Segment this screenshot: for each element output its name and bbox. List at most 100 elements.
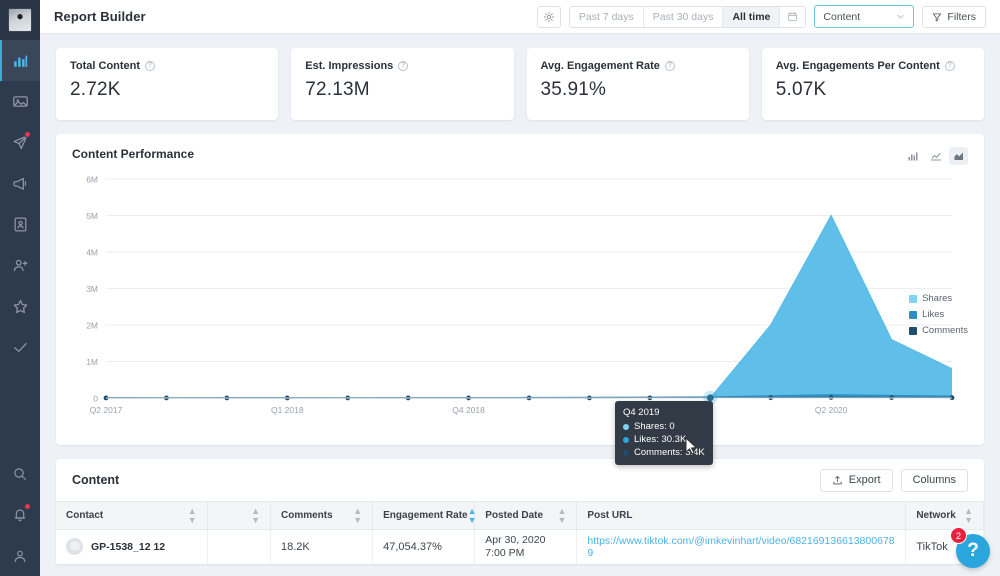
settings-button[interactable]: [536, 5, 561, 28]
kpi-card-total-content: Total Content ? 2.72K: [56, 48, 279, 120]
columns-button[interactable]: Columns: [900, 468, 968, 492]
table-col-comments[interactable]: Comments ▲ ▼: [270, 501, 374, 530]
person-icon: [14, 550, 26, 562]
sidebar-item-favorites[interactable]: [0, 286, 40, 327]
export-icon: [833, 475, 842, 484]
table-row[interactable]: GP-1538_12 12 18.2K 47,054.37% Apr 30, 2…: [56, 529, 984, 564]
svg-text:Q1 2018: Q1 2018: [271, 405, 304, 415]
sort-icon[interactable]: ▲ ▼: [557, 505, 567, 525]
sidebar-item-notifications[interactable]: [0, 494, 40, 535]
cell-comments: 18.2K: [270, 529, 374, 564]
bar-chart-type-button[interactable]: [903, 147, 922, 165]
tooltip-label: Comments: 5.4K: [634, 447, 705, 458]
svg-text:Q4 2018: Q4 2018: [452, 405, 485, 415]
filters-button-label: Filters: [947, 10, 976, 23]
content-performance-area-chart[interactable]: 0 1M 2M 3M 4M 5M 6M Q2 2017 Q1 2018 Q4 2018 Q2 202…: [72, 165, 982, 430]
table-header-bar: Content Export Columns: [56, 459, 984, 501]
help-tooltip-icon[interactable]: ?: [944, 61, 955, 71]
tooltip-dot-shares: [623, 423, 629, 430]
legend-swatch-comments: [909, 326, 918, 335]
sidebar-item-search[interactable]: [0, 453, 40, 494]
cell-contact: GP-1538_12 12: [56, 529, 208, 564]
kpi-label: Avg. Engagement Rate ?: [541, 60, 735, 72]
table-col-label: Engagement Rate: [383, 510, 468, 521]
date-range-custom-button[interactable]: [780, 7, 805, 27]
help-tooltip-icon[interactable]: ?: [664, 61, 675, 71]
date-range-past-7-days[interactable]: Past 7 days: [570, 6, 644, 27]
kpi-card-avg-engagements-per-content: Avg. Engagements Per Content ? 5.07K: [761, 48, 984, 120]
table-title: Content: [72, 473, 120, 487]
sidebar-bottom-nav: [0, 453, 40, 576]
sort-icon[interactable]: ▲ ▼: [964, 505, 973, 525]
chart-title: Content Performance: [72, 147, 195, 161]
help-tooltip-icon[interactable]: ?: [398, 61, 409, 71]
tooltip-dot-likes: [623, 436, 629, 443]
megaphone-icon: [12, 177, 26, 190]
avatar[interactable]: [0, 0, 40, 40]
table-col-label: Posted Date: [485, 510, 544, 521]
help-tooltip-icon[interactable]: ?: [145, 61, 156, 71]
date-range-all-time[interactable]: All time: [723, 6, 781, 27]
sort-icon[interactable]: ▲ ▼: [187, 505, 197, 525]
sort-icon[interactable]: ▲ ▼: [353, 505, 363, 525]
bar-chart-icon: [908, 152, 917, 161]
tooltip-label: Likes: 30.3K: [634, 434, 687, 445]
content-type-select[interactable]: Content: [814, 5, 915, 28]
calendar-icon: [788, 11, 798, 21]
svg-text:Q2 2020: Q2 2020: [815, 405, 848, 415]
line-chart-type-button[interactable]: [926, 147, 945, 165]
cell-engagement-rate: 47,054.37%: [372, 529, 476, 564]
legend-label: Likes: [922, 309, 945, 320]
kpi-label-text: Total Content: [70, 60, 141, 72]
sidebar-item-media[interactable]: [0, 81, 40, 122]
tooltip-dot-comments: [623, 449, 629, 456]
legend-swatch-likes: [909, 310, 918, 319]
sidebar-item-contacts[interactable]: [0, 204, 40, 245]
sidebar-item-analytics[interactable]: [0, 40, 40, 81]
date-range-past-30-days[interactable]: Past 30 days: [644, 6, 724, 27]
sidebar-item-approvals[interactable]: [0, 327, 40, 368]
legend-item-likes[interactable]: Likes: [909, 309, 968, 320]
user-avatar-image: [8, 8, 32, 32]
table-col-blank[interactable]: ▲ ▼: [207, 501, 272, 530]
legend-item-comments[interactable]: Comments: [909, 325, 968, 336]
svg-text:1M: 1M: [86, 357, 98, 367]
svg-text:2M: 2M: [86, 321, 98, 331]
search-icon: [14, 467, 26, 480]
area-chart-type-button[interactable]: [949, 147, 968, 165]
table-col-contact[interactable]: Contact ▲ ▼: [56, 501, 208, 530]
legend-label: Shares: [922, 293, 953, 304]
kpi-row: Total Content ? 2.72K Est. Impressions ?…: [56, 48, 984, 120]
kpi-value: 35.91%: [540, 79, 607, 100]
sidebar-item-account[interactable]: [0, 535, 40, 576]
legend-label: Comments: [922, 325, 968, 336]
svg-text:Q2 2017: Q2 2017: [90, 405, 123, 415]
tooltip-title: Q4 2019: [623, 407, 660, 418]
sidebar-item-add-influencer[interactable]: [0, 245, 40, 286]
chart-tooltip: Q4 2019 Shares: 0 Likes: 30.3K Comments:…: [615, 401, 713, 465]
table-col-post-url[interactable]: Post URL: [576, 501, 907, 530]
sidebar-item-campaigns[interactable]: [0, 163, 40, 204]
sort-icon-active[interactable]: ▲ ▼: [467, 505, 477, 525]
table-col-posted-date[interactable]: Posted Date ▲ ▼: [474, 501, 578, 530]
export-button[interactable]: Export: [819, 468, 893, 492]
legend-item-shares[interactable]: Shares: [909, 293, 968, 304]
topbar: Report Builder Past 7 days Past 30 days …: [40, 0, 1000, 34]
filters-button[interactable]: Filters: [922, 5, 986, 28]
person-add-icon: [13, 259, 28, 272]
svg-text:6M: 6M: [86, 175, 98, 185]
post-url-link[interactable]: https://www.tiktok.com/@imkevinhart/vide…: [587, 534, 895, 559]
sidebar: [0, 0, 40, 576]
posted-time: 7:00 PM: [485, 546, 525, 559]
table-col-label: Post URL: [587, 510, 633, 521]
sidebar-badge-outreach: [24, 131, 31, 138]
kpi-label: Avg. Engagements Per Content ?: [776, 60, 970, 72]
table-col-network[interactable]: Network ▲ ▼: [905, 501, 984, 530]
svg-text:3M: 3M: [86, 284, 98, 294]
sort-icon[interactable]: ▲ ▼: [251, 505, 260, 525]
table-col-engagement-rate[interactable]: Engagement Rate ▲ ▼: [372, 501, 477, 530]
sidebar-item-outreach[interactable]: [0, 122, 40, 163]
columns-button-label: Columns: [912, 474, 956, 486]
contact-card-icon: [14, 217, 26, 232]
tooltip-label: Shares: 0: [634, 421, 675, 432]
